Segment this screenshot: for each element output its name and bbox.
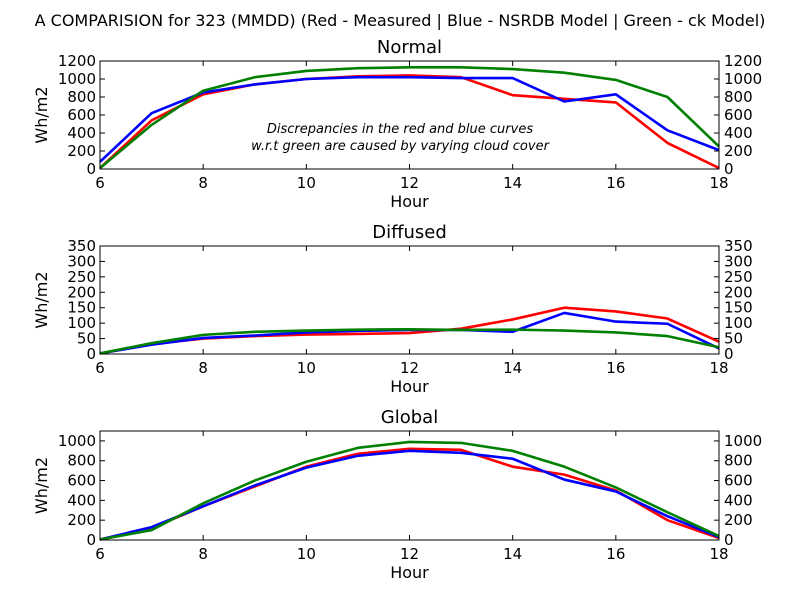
y-tick-label-left: 400 — [67, 491, 96, 509]
y-tick-label-left: 200 — [67, 283, 96, 301]
x-tick-label: 10 — [297, 545, 316, 563]
y-tick-label-right: 200 — [724, 142, 753, 160]
y-tick-label-left: 300 — [67, 252, 96, 270]
y-tick-label-right: 300 — [724, 252, 753, 270]
x-tick-label: 12 — [400, 174, 419, 192]
y-tick-label-left: 800 — [67, 452, 96, 470]
y-tick-label-left: 800 — [67, 88, 96, 106]
y-tick-label-left: 600 — [67, 472, 96, 490]
y-tick-label-left: 0 — [86, 531, 96, 549]
x-tick-label: 18 — [709, 545, 728, 563]
x-tick-label: 16 — [606, 545, 625, 563]
x-axis-label: Hour — [390, 377, 429, 396]
x-tick-label: 10 — [297, 174, 316, 192]
y-tick-label-right: 400 — [724, 491, 753, 509]
y-tick-label-left: 100 — [67, 314, 96, 332]
y-tick-label-left: 0 — [86, 345, 96, 363]
x-axis-label: Hour — [390, 563, 429, 582]
y-axis-label: Wh/m2 — [32, 86, 51, 143]
y-tick-label-left: 400 — [67, 124, 96, 142]
y-tick-label-right: 150 — [724, 299, 753, 317]
subplot-title: Normal — [377, 37, 442, 58]
y-tick-label-left: 1200 — [58, 52, 96, 70]
annotation-line: Discrepancies in the red and blue curves — [267, 122, 533, 137]
series-line-2 — [99, 328, 720, 355]
y-tick-label-right: 800 — [724, 452, 753, 470]
y-tick-label-right: 200 — [724, 511, 753, 529]
x-tick-label: 10 — [297, 359, 316, 377]
subplot-title: Global — [381, 407, 438, 428]
annotation-line: w.r.t green are caused by varying cloud … — [251, 139, 551, 154]
x-axis-label: Hour — [390, 192, 429, 211]
y-tick-label-right: 600 — [724, 472, 753, 490]
series-line-1 — [99, 75, 720, 163]
y-tick-label-left: 1000 — [58, 70, 96, 88]
y-axis-label: Wh/m2 — [32, 271, 51, 328]
y-tick-label-right: 1000 — [724, 70, 762, 88]
y-tick-label-right: 400 — [724, 124, 753, 142]
y-tick-label-left: 0 — [86, 160, 96, 178]
series-line-1 — [99, 449, 720, 541]
y-axis-label: Wh/m2 — [32, 457, 51, 514]
y-tick-label-left: 50 — [77, 330, 96, 348]
y-tick-label-left: 1000 — [58, 432, 96, 450]
y-tick-label-right: 1200 — [724, 52, 762, 70]
y-tick-label-right: 0 — [724, 345, 734, 363]
y-tick-label-right: 50 — [724, 330, 743, 348]
x-tick-label: 12 — [400, 545, 419, 563]
x-tick-label: 8 — [198, 174, 208, 192]
series-line-0 — [99, 447, 720, 541]
y-tick-label-left: 250 — [67, 268, 96, 286]
y-tick-label-right: 600 — [724, 106, 753, 124]
x-tick-label: 16 — [606, 174, 625, 192]
x-tick-label: 14 — [503, 174, 522, 192]
y-tick-label-right: 350 — [724, 237, 753, 255]
y-tick-label-right: 100 — [724, 314, 753, 332]
series-line-0 — [99, 74, 720, 170]
x-tick-label: 14 — [503, 359, 522, 377]
y-tick-label-right: 200 — [724, 283, 753, 301]
y-tick-label-right: 0 — [724, 531, 734, 549]
x-tick-label: 6 — [95, 174, 105, 192]
y-tick-label-right: 0 — [724, 160, 734, 178]
subplot-title: Diffused — [372, 222, 447, 243]
y-tick-label-left: 350 — [67, 237, 96, 255]
x-tick-label: 16 — [606, 359, 625, 377]
y-tick-label-left: 150 — [67, 299, 96, 317]
y-tick-label-right: 250 — [724, 268, 753, 286]
y-tick-label-right: 1000 — [724, 432, 762, 450]
y-tick-label-left: 600 — [67, 106, 96, 124]
figure-suptitle: A COMPARISION for 323 (MMDD) (Red - Meas… — [35, 11, 766, 30]
x-tick-label: 18 — [709, 359, 728, 377]
x-tick-label: 6 — [95, 359, 105, 377]
x-tick-label: 8 — [198, 359, 208, 377]
x-tick-label: 18 — [709, 174, 728, 192]
series-line-2 — [99, 440, 720, 541]
x-tick-label: 6 — [95, 545, 105, 563]
x-tick-label: 14 — [503, 545, 522, 563]
series-line-2 — [99, 66, 720, 170]
y-tick-label-left: 200 — [67, 511, 96, 529]
x-tick-label: 12 — [400, 359, 419, 377]
plot-frame — [99, 430, 720, 541]
y-tick-label-right: 800 — [724, 88, 753, 106]
x-tick-label: 8 — [198, 545, 208, 563]
y-tick-label-left: 200 — [67, 142, 96, 160]
